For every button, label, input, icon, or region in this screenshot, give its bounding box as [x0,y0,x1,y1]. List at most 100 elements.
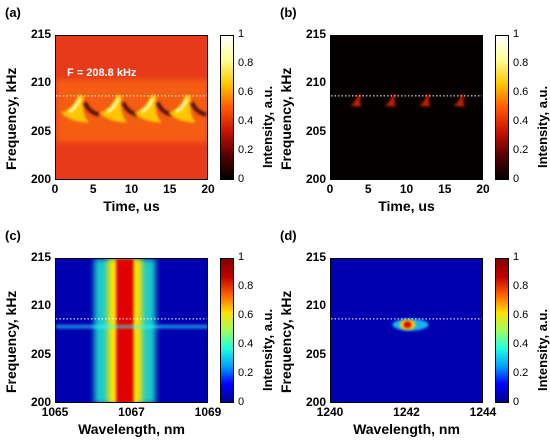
x-axis-label: Time, us [378,198,435,214]
colorbar-tick-label: 0.6 [513,309,529,321]
plot-area-d [330,258,483,403]
y-tick-label: 210 [305,75,326,90]
y-tick-label: 200 [305,395,326,409]
colorbar-tick-label: 1 [513,251,520,263]
colorbar-tick-label: 0.6 [513,86,529,98]
x-tick-label: 1244 [469,405,497,419]
colorbar-gradient [221,259,233,402]
spot-core [403,321,412,329]
y-tick-label: 200 [30,172,51,186]
colorbar-tick-label: 0.8 [513,280,529,292]
colorbar-tick-label: 0.2 [238,144,254,156]
colorbar-tick-label: 0 [238,396,245,408]
x-tick-label: 20 [201,182,215,196]
colorbar-tick-label: 0.8 [238,280,254,292]
heatmap-a [56,36,207,179]
colorbar-tick-label: 0.4 [513,338,529,350]
colorbar-d [495,258,509,403]
frequency-annotation: F = 208.8 kHz [67,66,137,79]
x-tick-label: 1069 [194,405,222,419]
plot-area-a [55,35,208,180]
y-axis-label: Frequency, kHz [278,67,294,170]
colorbar-tick-label: 0.6 [238,86,254,98]
colorbar-gradient [496,36,508,179]
colorbar-tick-label: 1 [238,251,245,263]
colorbar-label: Intensity, a.u. [535,85,550,168]
plot-area-b [330,35,483,180]
x-tick-label: 15 [163,182,177,196]
x-axis-label: Wavelength, nm [78,421,185,437]
colorbar-tick-label: 0.4 [238,115,254,127]
colorbar-tick-label: 0 [513,396,520,408]
colorbar-label: Intensity, a.u. [260,85,275,168]
colorbar-tick-label: 0.6 [238,309,254,321]
burst-4 [453,93,466,107]
colorbar-gradient [221,36,233,179]
y-axis-label: Frequency, kHz [3,290,19,393]
colorbar-tick-label: 0.8 [238,57,254,69]
band-dip [56,324,207,329]
y-tick-label: 205 [305,123,326,138]
colorbar-tick-label: 0.2 [238,367,254,379]
x-tick-label: 15 [438,182,452,196]
colorbar-a [220,35,234,180]
heatmap-d [331,259,482,402]
x-axis-label: Wavelength, nm [353,421,460,437]
heatmap-c [56,259,207,402]
burst-2 [384,93,397,107]
panel-label-c: (c) [5,228,21,243]
y-tick-label: 205 [30,123,51,138]
y-tick-label: 215 [305,27,326,41]
y-tick-label: 210 [30,298,51,313]
y-axis-label: Frequency, kHz [278,290,294,393]
x-axis-label: Time, us [103,198,160,214]
colorbar-tick-label: 1 [513,28,520,40]
x-tick-label: 1240 [316,405,344,419]
y-tick-label: 200 [30,395,51,409]
colorbar-label: Intensity, a.u. [260,308,275,391]
colorbar-tick-label: 0.8 [513,57,529,69]
x-tick-label: 10 [399,182,414,196]
x-tick-label: 20 [476,182,490,196]
panel-label-d: (d) [280,228,297,243]
colorbar-tick-label: 0 [513,173,520,185]
x-tick-label: 5 [89,182,97,196]
plot-area-c [55,258,208,403]
y-tick-label: 205 [30,346,51,361]
y-tick-label: 210 [305,298,326,313]
x-tick-label: 1067 [118,405,145,419]
y-tick-label: 200 [305,172,326,186]
y-tick-label: 215 [305,250,326,264]
burst-1 [349,93,362,107]
x-tick-label: 5 [364,182,372,196]
x-tick-label: 1242 [393,405,420,419]
colorbar-tick-label: 0.2 [513,144,529,156]
colorbar-b [495,35,509,180]
x-tick-label: 10 [124,182,139,196]
y-tick-label: 215 [30,250,51,264]
y-axis-label: Frequency, kHz [3,67,19,170]
colorbar-tick-label: 0.4 [238,338,254,350]
colorbar-tick-label: 0.2 [513,367,529,379]
colorbar-tick-label: 1 [238,28,245,40]
burst-4 [168,94,207,123]
heatmap-background [331,36,482,179]
burst-1 [60,94,100,123]
y-tick-label: 210 [30,75,51,90]
heatmap-b [331,36,482,179]
y-tick-label: 205 [305,346,326,361]
x-tick-label: 0 [51,182,59,196]
heatmap-background [331,259,482,402]
x-tick-label: 0 [326,182,334,196]
x-tick-label: 1065 [41,405,69,419]
colorbar-gradient [496,259,508,402]
panel-label-a: (a) [5,5,21,20]
colorbar-tick-label: 0.4 [513,115,529,127]
colorbar-c [220,258,234,403]
y-tick-label: 215 [30,27,51,41]
panel-label-b: (b) [280,5,297,20]
burst-3 [418,93,431,107]
colorbar-tick-label: 0 [238,173,245,185]
band-core [116,259,134,402]
colorbar-label: Intensity, a.u. [535,308,550,391]
